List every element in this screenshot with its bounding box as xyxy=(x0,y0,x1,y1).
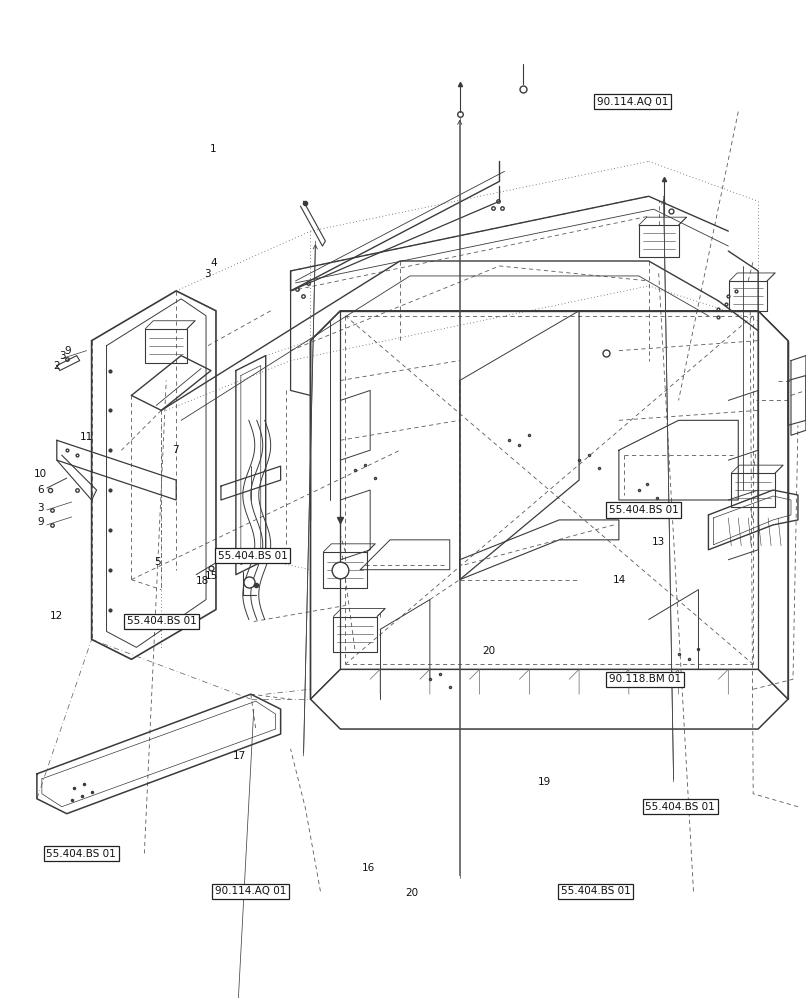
Text: 15: 15 xyxy=(204,571,217,581)
Text: 8: 8 xyxy=(278,555,284,565)
Text: 9: 9 xyxy=(37,517,44,527)
Text: 55.404.BS 01: 55.404.BS 01 xyxy=(127,616,196,626)
Text: 18: 18 xyxy=(196,576,208,586)
Text: 11: 11 xyxy=(80,432,93,442)
Text: 20: 20 xyxy=(406,888,419,898)
Text: 55.404.BS 01: 55.404.BS 01 xyxy=(217,551,288,561)
Text: 19: 19 xyxy=(538,777,551,787)
Text: 6: 6 xyxy=(37,485,44,495)
Text: 14: 14 xyxy=(612,575,626,585)
Text: 2: 2 xyxy=(53,361,60,371)
Text: 3: 3 xyxy=(59,351,65,361)
Text: 55.404.BS 01: 55.404.BS 01 xyxy=(46,849,116,859)
Text: 90.114.AQ 01: 90.114.AQ 01 xyxy=(215,886,287,896)
Text: 90.118.BM 01: 90.118.BM 01 xyxy=(609,674,681,684)
Text: 3: 3 xyxy=(37,503,44,513)
Text: 3: 3 xyxy=(204,269,210,279)
Text: 20: 20 xyxy=(482,646,496,656)
Text: 55.404.BS 01: 55.404.BS 01 xyxy=(609,505,679,515)
Text: 13: 13 xyxy=(651,537,665,547)
Text: 55.404.BS 01: 55.404.BS 01 xyxy=(645,802,715,812)
Text: 55.404.BS 01: 55.404.BS 01 xyxy=(561,886,630,896)
Text: 10: 10 xyxy=(34,469,47,479)
Text: 12: 12 xyxy=(50,611,63,621)
Text: 5: 5 xyxy=(154,557,161,567)
Text: 7: 7 xyxy=(172,445,179,455)
Text: 1: 1 xyxy=(209,144,216,154)
Text: 17: 17 xyxy=(233,751,246,761)
Text: 4: 4 xyxy=(210,258,217,268)
Text: 9: 9 xyxy=(65,346,71,356)
Text: 90.114.AQ 01: 90.114.AQ 01 xyxy=(597,97,668,107)
Text: 16: 16 xyxy=(362,863,375,873)
